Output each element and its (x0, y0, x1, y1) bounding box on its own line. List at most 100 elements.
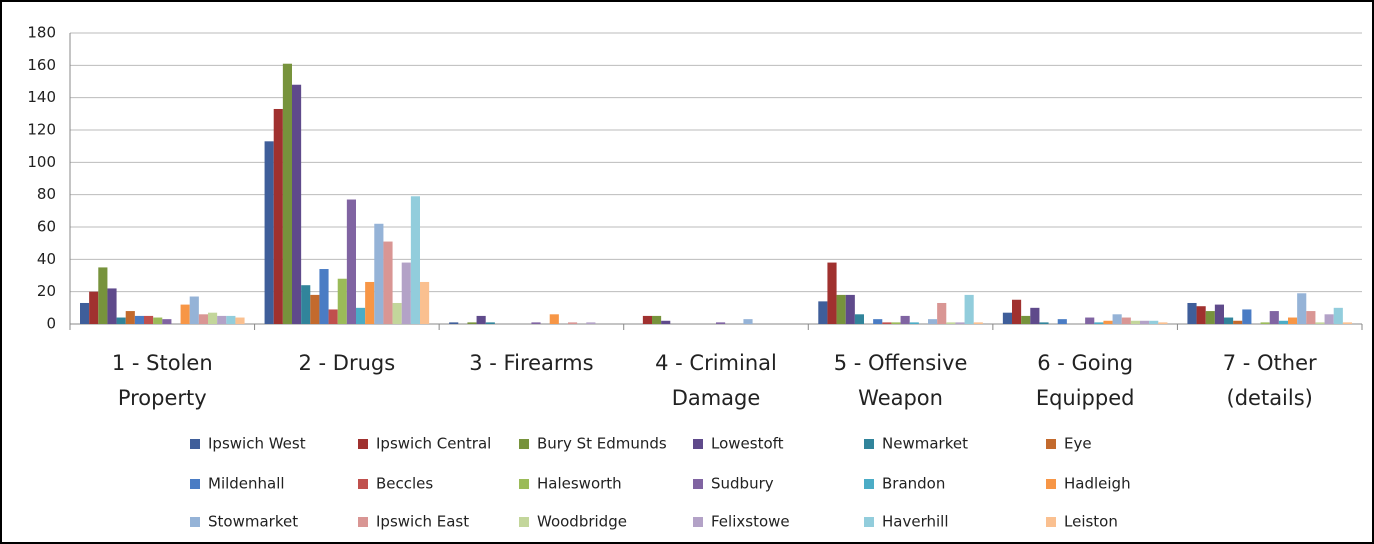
bar (217, 315, 227, 324)
legend-label: Eye (1064, 435, 1092, 453)
bar (420, 281, 430, 324)
legend-label: Felixstowe (711, 513, 790, 531)
bar (1039, 322, 1049, 324)
legend-swatch (358, 439, 368, 449)
legend-label: Bury St Edmunds (537, 435, 667, 453)
bar (180, 304, 190, 324)
bar (568, 322, 578, 324)
y-tick-label: 60 (37, 218, 56, 236)
bar (1324, 314, 1334, 324)
legend-label: Beccles (376, 475, 433, 493)
legend-swatch (519, 517, 529, 527)
legend-swatch (864, 517, 874, 527)
legend-label: Stowmarket (208, 513, 298, 531)
bar (162, 319, 172, 324)
bar (449, 322, 459, 324)
bar (208, 312, 218, 324)
bar (955, 322, 965, 324)
bar (365, 281, 375, 324)
x-tick-label: 2 - Drugs (298, 351, 396, 375)
y-tick-label: 0 (46, 315, 56, 333)
bar (1103, 320, 1113, 324)
bar (337, 278, 347, 324)
legend-swatch (1046, 517, 1056, 527)
bar (928, 319, 938, 324)
x-tick-label: 3 - Firearms (469, 351, 594, 375)
bar (652, 315, 662, 324)
legend-label: Halesworth (537, 475, 622, 493)
bar (1242, 309, 1252, 324)
bar (476, 315, 486, 324)
bar (356, 307, 366, 324)
legend-label: Woodbridge (537, 513, 627, 531)
bar (827, 262, 837, 324)
legend-swatch (519, 479, 529, 489)
legend-swatch (1046, 479, 1056, 489)
legend-swatch (693, 479, 703, 489)
bar (937, 302, 947, 324)
bar (1012, 299, 1022, 324)
legend-swatch (190, 517, 200, 527)
x-tick-label: 5 - Offensive Weapon (833, 351, 968, 410)
bar (383, 241, 393, 324)
y-tick-label: 120 (27, 121, 56, 139)
legend-swatch (190, 439, 200, 449)
bar (891, 322, 901, 324)
bar (1342, 322, 1352, 324)
legend-label: Sudbury (711, 475, 774, 493)
bar (1278, 320, 1288, 324)
legend-label: Ipswich West (208, 435, 306, 453)
y-tick-label: 20 (37, 282, 56, 300)
bar (198, 314, 208, 324)
bar (301, 285, 311, 324)
bar (144, 315, 154, 324)
bar (1121, 317, 1131, 324)
legend-label: Lowestoft (711, 435, 784, 453)
bar (845, 294, 855, 324)
bar (1130, 320, 1140, 324)
bar (392, 302, 402, 324)
legend-swatch (693, 517, 703, 527)
y-tick-label: 40 (37, 250, 56, 268)
bar (1094, 322, 1104, 324)
bar (273, 108, 283, 324)
bar (1057, 319, 1067, 324)
bar (818, 301, 828, 324)
bar (264, 141, 274, 324)
legend-label: Leiston (1064, 513, 1118, 531)
bar (549, 314, 559, 324)
bar (1149, 320, 1159, 324)
bar (410, 196, 420, 324)
bar (401, 262, 411, 324)
bar (1288, 317, 1298, 324)
legend-swatch (864, 479, 874, 489)
bar (1002, 312, 1012, 324)
bar (485, 322, 495, 324)
bar (310, 294, 320, 324)
bar (836, 294, 846, 324)
bar (98, 267, 108, 324)
bar (319, 269, 329, 324)
bar (1112, 314, 1122, 324)
bar (854, 314, 864, 324)
bar (1021, 315, 1031, 324)
bar (1297, 293, 1307, 324)
y-tick-label: 140 (27, 88, 56, 106)
bar (1224, 317, 1234, 324)
bar (1260, 322, 1270, 324)
bar (882, 322, 892, 324)
bar (716, 322, 726, 324)
x-tick-label: 7 - Other (details) (1222, 351, 1317, 410)
bar (467, 322, 477, 324)
bar (1269, 311, 1279, 324)
legend-swatch (358, 517, 368, 527)
bar (900, 315, 910, 324)
bar (1187, 302, 1197, 324)
bar (374, 223, 384, 324)
bar (125, 311, 135, 324)
x-tick-label: 4 - Criminal Damage (655, 351, 777, 410)
bar (964, 294, 974, 324)
bar (282, 63, 292, 324)
bar (346, 199, 356, 324)
